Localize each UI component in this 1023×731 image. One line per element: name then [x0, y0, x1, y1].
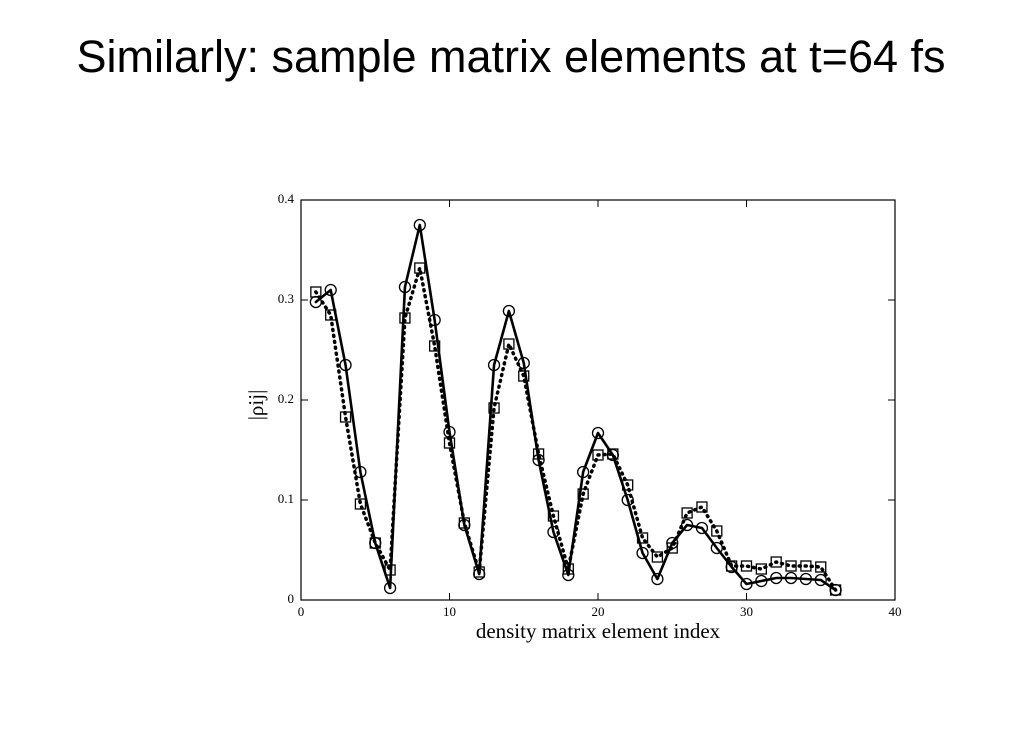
marker — [622, 479, 634, 491]
y-tick-label: 0.1 — [278, 491, 294, 506]
marker — [488, 402, 500, 414]
y-tick-label: 0.4 — [278, 191, 295, 206]
slide-title: Similarly: sample matrix elements at t=6… — [76, 31, 946, 82]
marker — [696, 501, 708, 513]
marker — [784, 571, 798, 585]
marker — [532, 448, 545, 460]
marker — [651, 572, 664, 586]
x-axis-label: density matrix element index — [476, 619, 721, 643]
marker — [414, 262, 426, 274]
marker — [384, 564, 396, 576]
marker — [785, 560, 797, 572]
marker — [383, 581, 397, 595]
marker — [339, 411, 352, 423]
marker — [695, 521, 709, 535]
marker — [636, 532, 649, 544]
x-tick-label: 0 — [298, 604, 305, 619]
marker — [607, 448, 619, 460]
marker — [755, 563, 767, 575]
y-axis-label: |ρij| — [244, 390, 268, 421]
y-tick-label: 0.3 — [278, 291, 294, 306]
marker — [487, 358, 501, 372]
marker — [399, 312, 411, 324]
marker — [369, 537, 381, 549]
marker — [740, 560, 753, 572]
marker — [740, 577, 753, 591]
marker — [726, 560, 738, 572]
marker — [770, 571, 783, 585]
marker — [681, 507, 693, 519]
marker — [310, 286, 322, 298]
marker — [443, 437, 456, 449]
marker — [398, 280, 412, 294]
marker — [829, 584, 842, 596]
marker — [547, 510, 560, 522]
marker — [592, 449, 604, 461]
y-tick-label: 0.2 — [278, 391, 294, 406]
y-tick-label: 0 — [288, 591, 295, 606]
marker — [458, 517, 471, 529]
x-tick-label: 20 — [592, 604, 605, 619]
x-tick-label: 30 — [740, 604, 753, 619]
marker — [651, 551, 664, 563]
marker — [770, 556, 782, 568]
marker — [473, 566, 485, 578]
marker — [503, 338, 515, 350]
x-tick-label: 40 — [889, 604, 902, 619]
marker — [800, 560, 812, 572]
marker — [815, 561, 827, 573]
plot-frame — [300, 199, 896, 601]
marker — [666, 542, 678, 554]
marker — [532, 453, 545, 467]
marker — [636, 546, 649, 560]
marker — [562, 563, 574, 575]
marker — [711, 525, 723, 537]
marker — [518, 370, 530, 382]
marker — [577, 465, 590, 479]
marker — [325, 309, 337, 321]
marker — [577, 488, 589, 500]
marker — [339, 358, 352, 372]
series-line — [314, 266, 838, 592]
marker — [413, 218, 426, 232]
marker — [755, 574, 768, 588]
x-tick-label: 10 — [443, 604, 456, 619]
marker — [354, 498, 367, 510]
marker — [502, 304, 516, 318]
marker — [591, 426, 605, 440]
marker — [428, 340, 441, 352]
marker — [324, 283, 337, 297]
marker — [814, 573, 827, 587]
marker — [799, 572, 813, 586]
